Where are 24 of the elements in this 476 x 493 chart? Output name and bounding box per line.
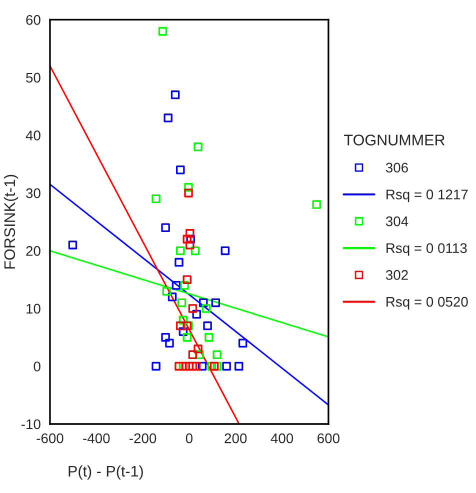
x-tick-label: 0 (186, 433, 193, 444)
x-tick-label: 600 (318, 433, 340, 444)
x-tick-label: 400 (270, 433, 294, 444)
x-tick-label: 200 (224, 433, 247, 444)
legend-label: Rsq = 0 0520 (386, 296, 468, 310)
x-tick-label: -600 (36, 433, 64, 444)
y-tick-label: 50 (26, 72, 40, 83)
y-axis-title: FORSINK(t-1) (4, 174, 18, 269)
y-tick-label: 20 (26, 246, 40, 256)
legend-label: 304 (386, 216, 408, 226)
x-axis-title: P(t) - P(t-1) (68, 465, 143, 480)
y-tick-label: 60 (26, 15, 40, 25)
x-tick-label: -200 (130, 433, 156, 444)
legend-title: TOGNUMMER (344, 134, 445, 146)
y-tick-label: -10 (21, 419, 40, 430)
legend-label: 306 (386, 162, 408, 173)
y-tick-label: 0 (34, 362, 40, 372)
y-tick-label: 30 (26, 188, 40, 198)
legend-label: 302 (386, 270, 408, 280)
legend-label: Rsq = 0 0113 (386, 243, 467, 256)
y-tick-label: 10 (26, 304, 40, 314)
y-tick-label: 40 (26, 130, 40, 140)
x-tick-label: -400 (83, 433, 110, 444)
legend-label: Rsq = 0 1217 (386, 190, 468, 202)
